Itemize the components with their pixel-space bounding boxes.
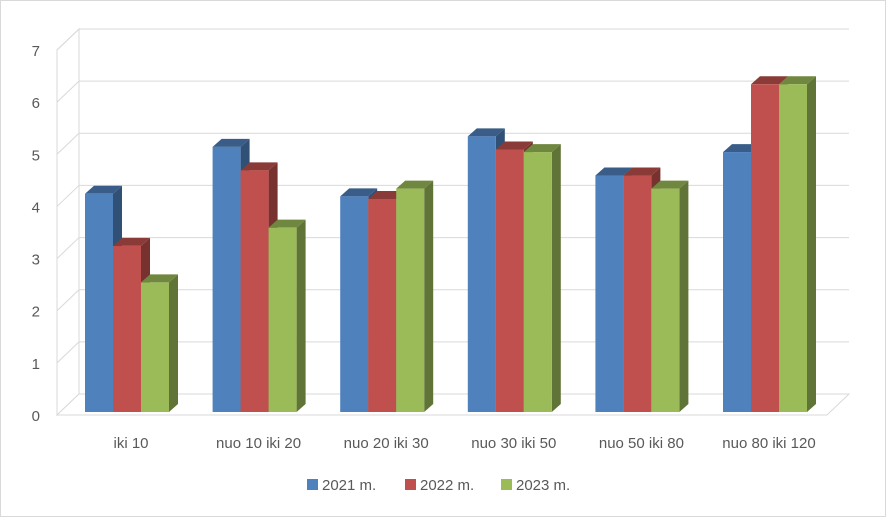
bar-front — [368, 199, 397, 412]
bar-front — [779, 84, 807, 413]
bar-side — [296, 219, 306, 412]
y-tick-label: 6 — [32, 95, 40, 112]
bar-front — [396, 188, 425, 412]
bar-front — [651, 188, 680, 412]
y-tick-label: 0 — [32, 408, 40, 425]
gridline-side — [56, 289, 80, 312]
bar-front — [240, 170, 269, 412]
y-tick-label: 7 — [32, 43, 40, 60]
bar — [141, 274, 178, 412]
legend-swatch — [501, 479, 512, 490]
gridline-side — [56, 185, 80, 207]
bar-front — [113, 245, 141, 412]
bar-top — [723, 144, 760, 153]
bar-front — [495, 149, 524, 412]
y-tick-labels: 0 1 2 3 4 5 6 7 — [32, 43, 40, 425]
bar-side — [169, 274, 178, 412]
gridline-side — [56, 341, 80, 364]
bar — [268, 219, 306, 412]
y-tick-label: 2 — [32, 304, 40, 321]
gridline-side — [56, 237, 80, 259]
legend-label: 2022 m. — [420, 477, 474, 494]
bar-top — [595, 167, 633, 176]
bar-front — [212, 146, 241, 412]
bar-top — [495, 141, 533, 150]
x-tick-label: nuo 50 iki 80 — [599, 435, 684, 452]
bar-top — [623, 167, 661, 176]
bar-top — [751, 76, 788, 85]
x-tick-label: nuo 10 iki 20 — [216, 435, 301, 452]
bar — [396, 180, 434, 412]
y-tick-label: 4 — [32, 199, 40, 216]
gridlines — [56, 28, 849, 364]
legend-label: 2021 m. — [322, 477, 376, 494]
bar-front — [85, 193, 113, 412]
legend-swatch — [405, 479, 416, 490]
bar-front — [623, 175, 652, 412]
legend-label: 2023 m. — [516, 477, 570, 494]
y-tick-label: 5 — [32, 147, 40, 164]
x-tick-label: nuo 20 iki 30 — [344, 435, 429, 452]
bar-top — [212, 138, 250, 147]
bar-top — [368, 191, 406, 199]
gridline-side — [56, 80, 80, 103]
bar-top — [523, 144, 561, 153]
bar-side — [679, 180, 689, 412]
bar-side — [807, 76, 816, 413]
bar-top — [113, 237, 150, 246]
bars — [85, 76, 816, 413]
bar-top — [268, 219, 306, 228]
side-wall — [56, 27, 80, 417]
legend: 2021 m. 2022 m. 2023 m. — [307, 477, 570, 494]
bar-top — [340, 188, 378, 197]
bar-front — [340, 196, 369, 412]
x-tick-label: iki 10 — [113, 435, 148, 452]
bar-top — [651, 180, 689, 189]
bar-front — [723, 152, 751, 413]
bar — [523, 144, 561, 413]
bar-top — [396, 180, 434, 189]
bar-front — [751, 84, 779, 413]
bar-front — [467, 136, 496, 412]
bar — [651, 180, 689, 412]
bar-front — [141, 282, 169, 412]
bar-top — [779, 76, 816, 85]
x-tick-label: nuo 80 iki 120 — [722, 435, 815, 452]
bar-side — [424, 180, 434, 412]
bar-top — [240, 162, 278, 171]
bar-side — [551, 144, 561, 413]
bar — [779, 76, 816, 413]
gridline-side — [56, 28, 80, 51]
y-tick-label: 3 — [32, 252, 40, 269]
bar-top — [85, 185, 122, 194]
legend-swatch — [307, 479, 318, 490]
bar-top — [141, 274, 178, 283]
x-tick-labels: iki 10 nuo 10 iki 20 nuo 20 iki 30 nuo 30 i… — [113, 435, 815, 452]
bar-front — [595, 175, 624, 412]
x-tick-label: nuo 30 iki 50 — [471, 435, 556, 452]
bar-front — [523, 152, 552, 413]
y-tick-label: 1 — [32, 356, 40, 373]
gridline-side — [56, 132, 80, 155]
bar-front — [268, 227, 297, 412]
bar-top — [467, 128, 505, 137]
